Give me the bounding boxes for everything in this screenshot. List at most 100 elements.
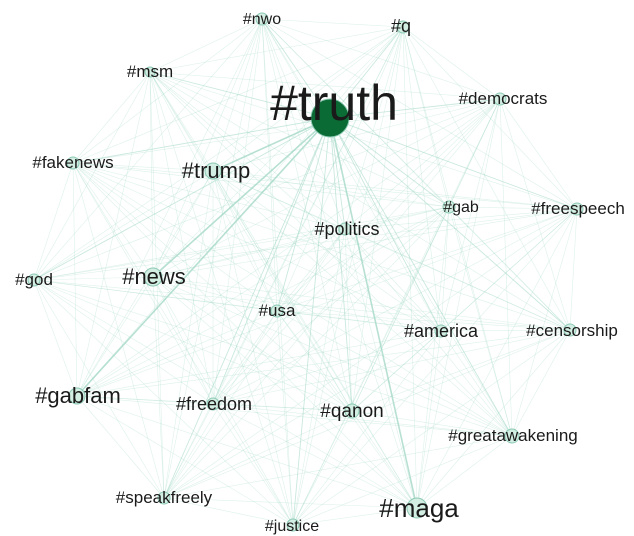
node-usa: #usa — [259, 301, 296, 320]
edge-truth-gab — [329, 117, 450, 208]
edge-fakenews-greatawakening — [72, 162, 513, 437]
edge-q-gabfam — [76, 26, 404, 397]
node-freespeech: #freespeech — [531, 199, 625, 218]
edge-freespeech-greatawakening — [511, 208, 578, 437]
node-label-q: #q — [391, 16, 411, 36]
edge-trump-maga — [212, 170, 418, 509]
edge-gabfam-maga — [76, 395, 418, 509]
edge-truth-fakenews — [72, 117, 331, 164]
node-msm: #msm — [127, 62, 173, 81]
edge-gab-freedom — [212, 206, 450, 405]
node-label-censorship: #censorship — [526, 321, 618, 340]
edge-nwo-politics — [261, 18, 346, 230]
edge-freespeech-speakfreely — [163, 208, 578, 499]
edge-god-qanon — [33, 279, 353, 412]
node-greatawakening: #greatawakening — [448, 426, 577, 445]
edge-news-qanon — [152, 276, 353, 412]
edge-america-censorship — [440, 329, 571, 332]
edge-politics-god — [33, 228, 346, 281]
node-label-freedom: #freedom — [176, 394, 252, 414]
edge-usa-justice — [276, 310, 294, 526]
edge-gabfam-speakfreely — [76, 395, 165, 499]
node-label-qanon: #qanon — [320, 401, 383, 422]
edge-freespeech-freedom — [212, 208, 578, 405]
edge-qanon-speakfreely — [163, 410, 353, 499]
edge-nwo-q — [261, 18, 404, 28]
edge-freedom-greatawakening — [212, 403, 513, 437]
edge-america-qanon — [351, 330, 442, 412]
edge-q-speakfreely — [163, 26, 404, 499]
edge-gab-justice — [292, 206, 450, 526]
edge-news-usa — [152, 276, 278, 312]
edge-greatawakening-maga — [416, 435, 513, 509]
node-circle-freespeech — [570, 202, 584, 216]
edge-censorship-gabfam — [76, 329, 571, 397]
edge-trump-politics — [212, 170, 346, 230]
edge-politics-censorship — [344, 228, 571, 331]
edge-msm-qanon — [149, 71, 353, 412]
edge-gab-america — [440, 206, 450, 332]
edge-politics-maga — [344, 228, 418, 509]
edge-fakenews-gabfam — [72, 162, 78, 397]
node-god: #god — [15, 270, 53, 289]
edge-truth-justice — [292, 117, 331, 526]
edge-fakenews-politics — [72, 162, 346, 230]
edge-q-fakenews — [72, 26, 404, 164]
node-label-freespeech: #freespeech — [531, 199, 625, 218]
node-circle-trump — [204, 162, 222, 180]
edge-democrats-freespeech — [499, 98, 578, 210]
edge-nwo-usa — [261, 18, 278, 312]
node-circle-america — [434, 324, 448, 338]
edge-nwo-gabfam — [76, 18, 263, 397]
edge-msm-censorship — [149, 71, 571, 331]
edge-q-freespeech — [402, 26, 578, 210]
edge-freespeech-maga — [416, 208, 578, 509]
edge-q-freedom — [212, 26, 404, 405]
edge-qanon-justice — [292, 410, 353, 526]
node-trump: #trump — [182, 158, 250, 183]
edge-truth-greatawakening — [329, 117, 513, 437]
edge-gab-maga — [416, 206, 450, 509]
edge-q-greatawakening — [402, 26, 513, 437]
node-speakfreely: #speakfreely — [116, 488, 213, 507]
node-circle-justice — [286, 518, 300, 532]
edge-speakfreely-maga — [163, 497, 418, 509]
edge-nwo-trump — [212, 18, 263, 172]
edge-q-justice — [292, 26, 404, 526]
edge-usa-freedom — [212, 310, 278, 405]
edge-msm-freedom — [149, 71, 214, 405]
edge-gab-politics — [344, 206, 450, 230]
edge-fakenews-freedom — [72, 162, 214, 405]
edge-usa-censorship — [276, 310, 571, 331]
edge-politics-gabfam — [76, 228, 346, 397]
node-label-gab: #gab — [443, 199, 479, 216]
edge-fakenews-maga — [72, 162, 418, 509]
edge-democrats-america — [440, 98, 501, 332]
edge-q-politics — [344, 26, 404, 230]
node-label-politics: #politics — [314, 219, 379, 239]
edge-q-msm — [149, 26, 404, 73]
edge-trump-gabfam — [76, 170, 214, 397]
edge-freespeech-news — [152, 208, 578, 278]
edge-msm-justice — [149, 71, 294, 526]
node-circle-gab — [442, 200, 456, 214]
edge-nwo-qanon — [261, 18, 353, 412]
edge-freespeech-america — [440, 208, 578, 332]
edge-trump-news — [152, 170, 214, 278]
edge-msm-greatawakening — [149, 71, 513, 437]
edge-gabfam-freedom — [76, 395, 214, 405]
edge-america-justice — [292, 330, 442, 526]
node-nwo: #nwo — [243, 11, 281, 28]
edge-q-democrats — [402, 26, 501, 100]
edge-freespeech-usa — [276, 208, 578, 312]
edge-truth-speakfreely — [163, 117, 331, 499]
edge-gab-gabfam — [76, 206, 450, 397]
edge-freedom-qanon — [212, 403, 353, 412]
edge-trump-censorship — [212, 170, 571, 331]
edge-trump-gab — [212, 170, 450, 208]
edge-gab-greatawakening — [448, 206, 513, 437]
edge-nwo-msm — [149, 18, 263, 73]
edge-news-speakfreely — [152, 276, 165, 499]
node-news: #news — [122, 264, 186, 289]
edge-truth-freespeech — [329, 117, 578, 210]
